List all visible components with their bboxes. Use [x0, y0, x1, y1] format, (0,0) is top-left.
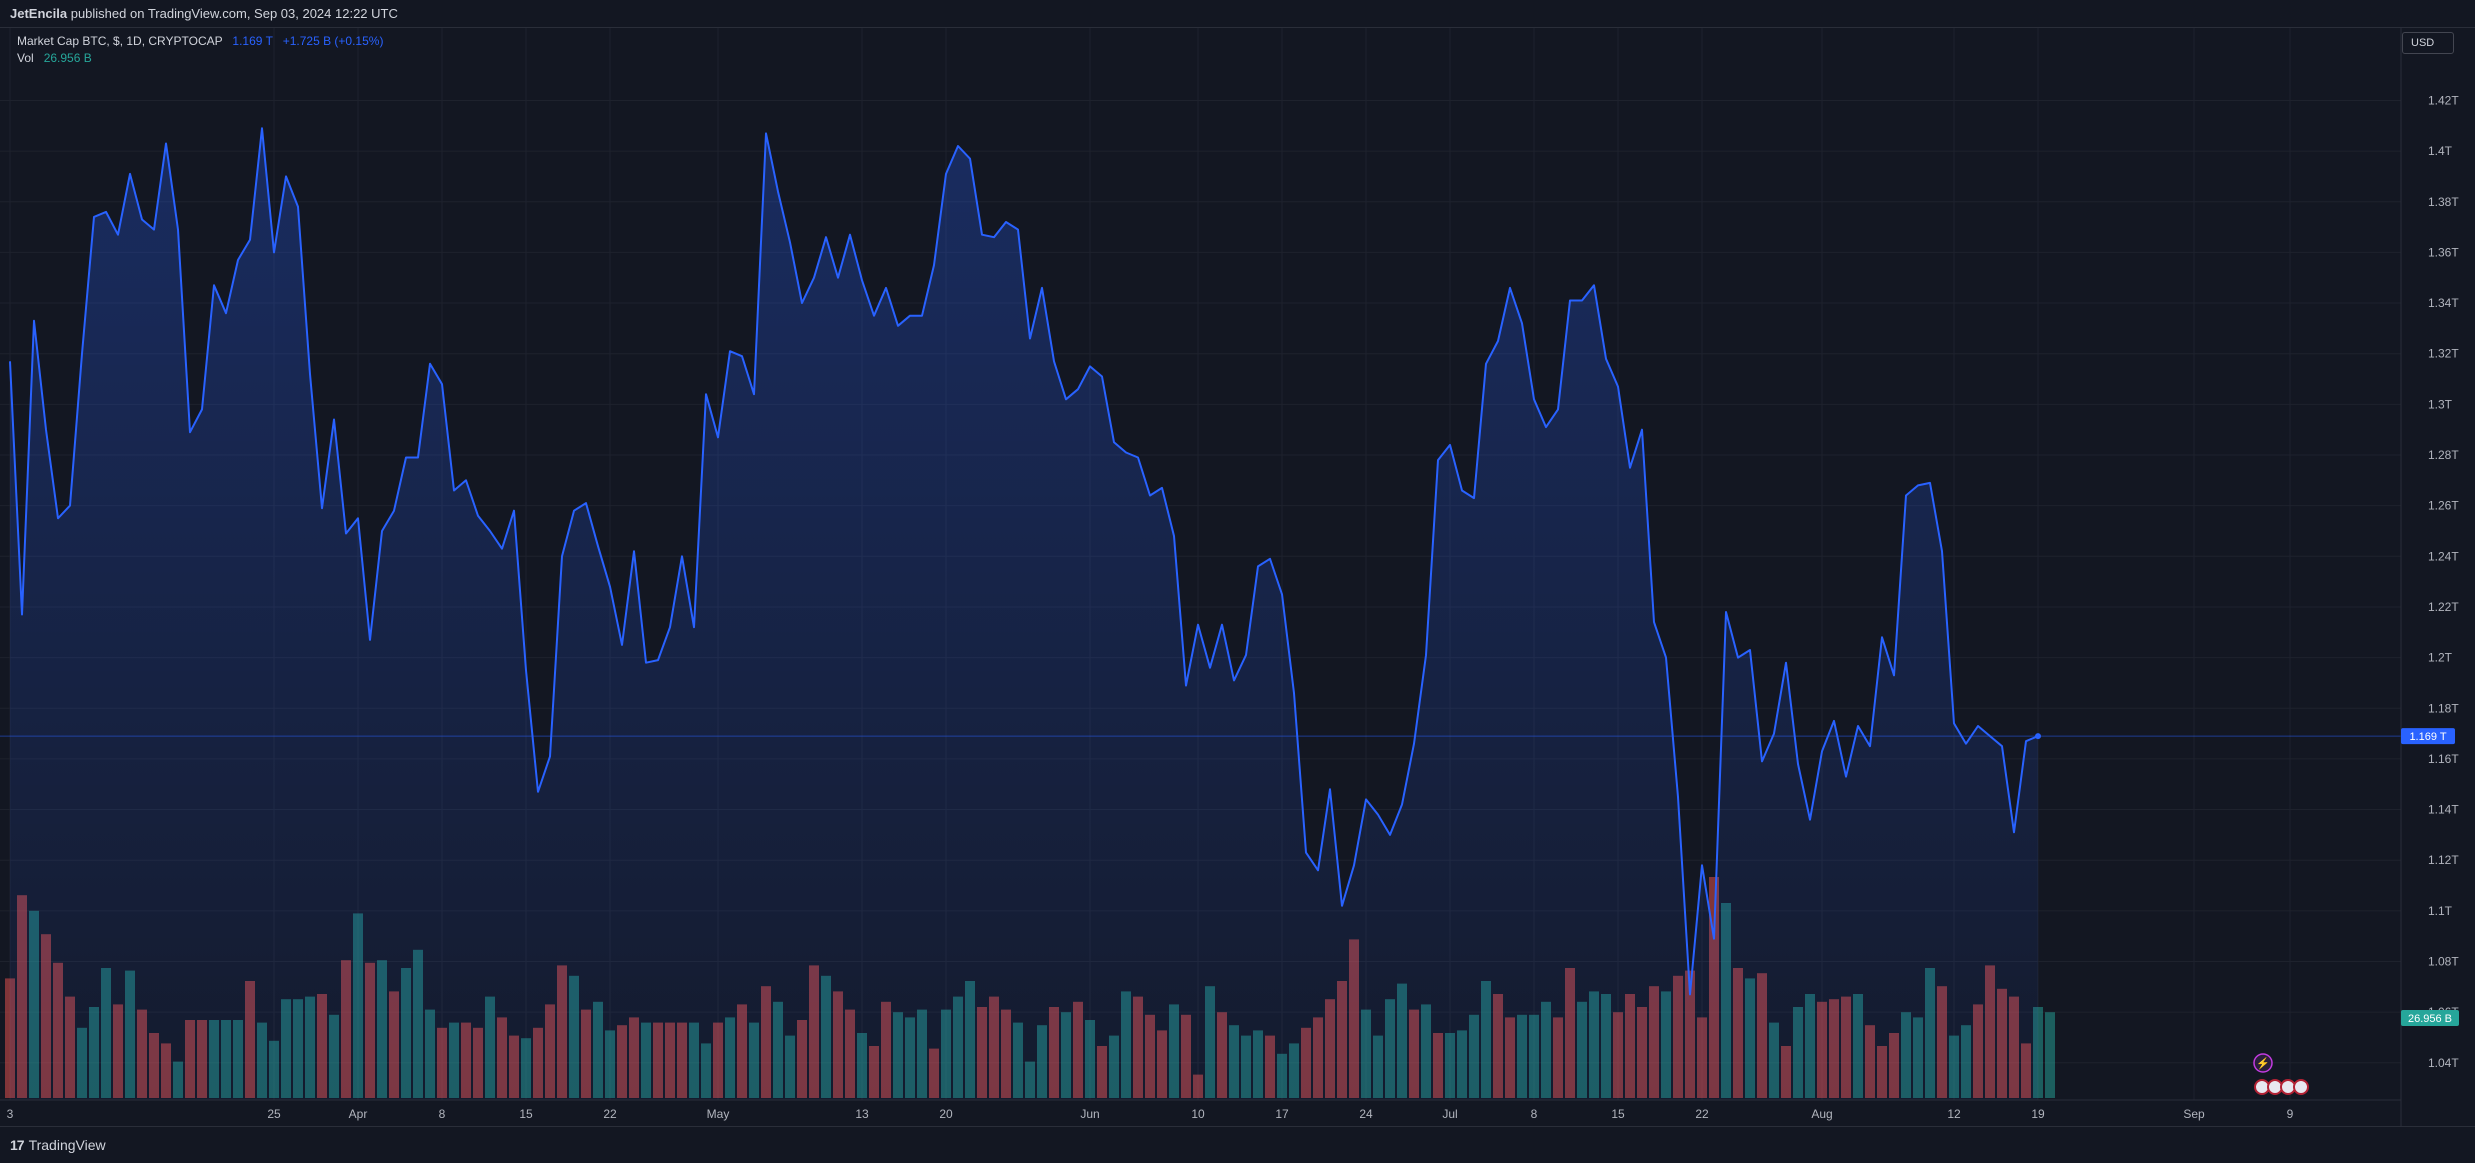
footer: 17 TradingView: [0, 1126, 2475, 1163]
brand-name: TradingView: [28, 1137, 106, 1153]
x-tick-label: 3: [7, 1107, 14, 1121]
lightning-icon: ⚡: [2256, 1057, 2270, 1070]
time-axis[interactable]: 3 25 Apr 8 15 22 May 13 20 Jun 10 17 24 Jul 8 15 22 Aug 12…: [7, 1107, 2294, 1121]
legend-volume: Vol 26.956 B: [17, 51, 92, 65]
legend-main: Market Cap BTC, $, 1D, CRYPTOCAP 1.169 T…: [17, 34, 383, 48]
publication-header: JetEncila published on TradingView.com, …: [0, 0, 2475, 28]
flag-marker-icon[interactable]: [2280, 1079, 2296, 1095]
volume-badge: 26.956 B: [2408, 1013, 2452, 1025]
x-tick-label: 15: [519, 1107, 533, 1121]
y-tick-label: 1.22T: [2428, 600, 2459, 614]
y-tick-label: 1.42T: [2428, 93, 2459, 107]
flag-marker-icon[interactable]: [2254, 1079, 2270, 1095]
price-axis[interactable]: 1.04T1.06T1.08T1.1T1.12T1.14T1.16T1.18T1…: [2428, 93, 2459, 1069]
legend-change: +1.725 B (+0.15%): [282, 34, 384, 48]
author-name[interactable]: JetEncila: [10, 6, 68, 21]
x-tick-label: 25: [267, 1107, 281, 1121]
y-tick-label: 1.28T: [2428, 448, 2459, 462]
y-tick-label: 1.2T: [2428, 651, 2453, 665]
y-tick-label: 1.1T: [2428, 904, 2453, 918]
market-cap-line: [9, 127, 2039, 996]
x-tick-label: 15: [1611, 1107, 1625, 1121]
y-tick-label: 1.12T: [2428, 853, 2459, 867]
x-tick-label: 10: [1191, 1107, 1205, 1121]
flag-marker-icon[interactable]: [2267, 1079, 2283, 1095]
tradingview-logo-icon: 17: [10, 1137, 25, 1153]
price-badges: 1.169 T 26.956 B: [2401, 728, 2459, 1026]
symbol-title[interactable]: Market Cap BTC, $, 1D, CRYPTOCAP: [17, 34, 223, 48]
x-tick-label: 20: [939, 1107, 953, 1121]
y-tick-label: 1.18T: [2428, 701, 2459, 715]
y-tick-label: 1.04T: [2428, 1056, 2459, 1070]
volume-badge-bg: [2401, 1010, 2459, 1026]
currency-button[interactable]: USD: [2402, 32, 2454, 54]
area-fill: [10, 128, 2038, 1101]
y-tick-label: 1.34T: [2428, 296, 2459, 310]
x-tick-label: May: [707, 1107, 730, 1121]
tradingview-brand[interactable]: 17 TradingView: [10, 1137, 106, 1153]
volume-value: 26.956 B: [43, 51, 92, 65]
x-tick-label: Jun: [1080, 1107, 1099, 1121]
y-tick-label: 1.32T: [2428, 347, 2459, 361]
last-point-marker: [2035, 733, 2041, 740]
publication-info: JetEncila published on TradingView.com, …: [10, 6, 398, 21]
x-tick-label: 19: [2031, 1107, 2045, 1121]
x-tick-label: 24: [1359, 1107, 1373, 1121]
x-tick-label: 13: [855, 1107, 869, 1121]
x-tick-label: 17: [1275, 1107, 1289, 1121]
y-tick-label: 1.26T: [2428, 499, 2459, 513]
event-markers[interactable]: ⚡: [2253, 1053, 2309, 1095]
x-tick-label: Aug: [1811, 1107, 1832, 1121]
price-badge-bg: [2401, 728, 2455, 745]
y-tick-label: 1.36T: [2428, 245, 2459, 259]
y-tick-label: 1.08T: [2428, 955, 2459, 969]
earnings-marker-icon[interactable]: [2253, 1053, 2273, 1073]
published-text: published on TradingView.com, Sep 03, 20…: [70, 6, 398, 21]
legend-last-value: 1.169 T: [232, 34, 273, 48]
y-tick-label: 1.38T: [2428, 195, 2459, 209]
price-badge: 1.169 T: [2409, 731, 2446, 743]
x-tick-label: 22: [603, 1107, 617, 1121]
y-tick-label: 1.16T: [2428, 752, 2459, 766]
flag-marker-icon[interactable]: [2293, 1079, 2309, 1095]
volume-bar: [2045, 1012, 2055, 1098]
x-tick-label: 12: [1947, 1107, 1961, 1121]
x-tick-label: 8: [1531, 1107, 1538, 1121]
x-tick-label: Apr: [349, 1107, 368, 1121]
x-tick-label: 9: [2287, 1107, 2294, 1121]
y-tick-label: 1.14T: [2428, 803, 2459, 817]
x-tick-label: Jul: [1442, 1107, 1457, 1121]
y-tick-label: 1.4T: [2428, 144, 2453, 158]
y-tick-label: 1.24T: [2428, 549, 2459, 563]
y-tick-label: 1.3T: [2428, 397, 2453, 411]
x-tick-label: Sep: [2183, 1107, 2205, 1121]
x-tick-label: 22: [1695, 1107, 1709, 1121]
x-tick-label: 8: [439, 1107, 446, 1121]
volume-label[interactable]: Vol: [17, 51, 34, 65]
